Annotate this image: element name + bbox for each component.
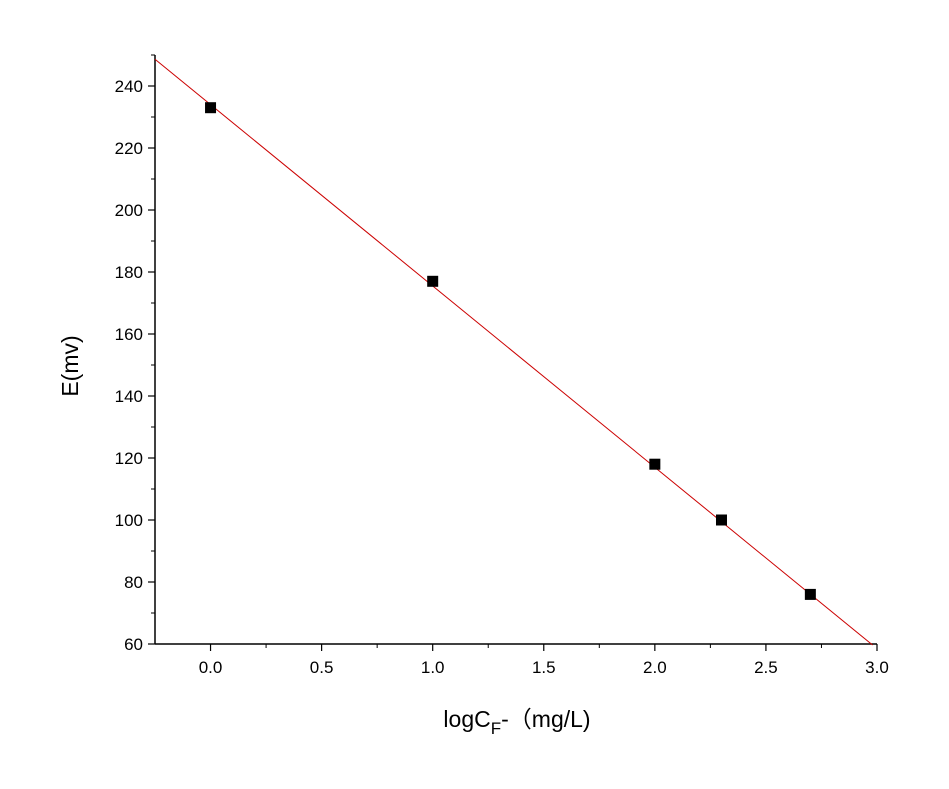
- x-tick-label: 0.5: [310, 658, 334, 677]
- axes: [154, 55, 877, 645]
- x-axis-label-suffix: -（mg/L): [501, 706, 590, 732]
- data-point: [804, 588, 816, 600]
- x-axis-label-subscript: F: [491, 719, 501, 738]
- fit-line-group: [154, 58, 873, 646]
- y-tick-label: 240: [115, 77, 143, 96]
- y-tick-label: 100: [115, 511, 143, 530]
- y-tick-label: 220: [115, 139, 143, 158]
- y-tick-label: 160: [115, 325, 143, 344]
- y-tick-label: 60: [124, 635, 143, 654]
- x-tick-label: 3.0: [865, 658, 889, 677]
- y-tick-label: 120: [115, 449, 143, 468]
- x-tick-label: 1.5: [532, 658, 556, 677]
- data-point: [649, 458, 661, 470]
- x-tick-label: 1.0: [421, 658, 445, 677]
- y-tick-label: 80: [124, 573, 143, 592]
- data-point: [715, 514, 727, 526]
- x-tick-label: 0.0: [199, 658, 223, 677]
- y-axis-label: E(mv): [57, 335, 83, 396]
- data-point: [427, 275, 439, 287]
- y-tick-label: 200: [115, 201, 143, 220]
- ticks: 0.0 0.5 1.0 1.5 2.0 2.5 3.0 60 80 100 120 140 160 180…: [115, 54, 889, 677]
- x-tick-label: 2.5: [754, 658, 778, 677]
- fit-line: [154, 58, 873, 646]
- x-axis-label: logCF-（mg/L): [443, 706, 590, 738]
- data-point: [205, 102, 217, 114]
- x-tick-label: 2.0: [643, 658, 667, 677]
- y-tick-label: 180: [115, 263, 143, 282]
- data-points: [205, 102, 816, 600]
- y-tick-label: 140: [115, 387, 143, 406]
- x-axis-label-main: logC: [443, 706, 490, 732]
